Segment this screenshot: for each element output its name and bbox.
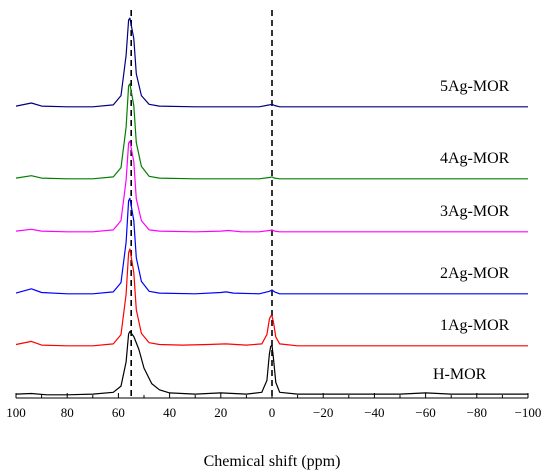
- x-tick-label: 20: [214, 405, 227, 420]
- spectra-traces: [15, 17, 528, 396]
- x-axis-tick-labels: 100 80 60 40 20 0 −20 −40 −60 −80 −100: [6, 405, 541, 420]
- series-line-1ag-mor: [15, 248, 528, 347]
- x-tick-label: −80: [467, 405, 487, 420]
- series-label-2ag-mor: 2Ag-MOR: [440, 265, 510, 282]
- x-tick-label: 80: [61, 405, 74, 420]
- series-label-h-mor: H-MOR: [433, 366, 487, 383]
- x-tick-label: 0: [269, 405, 276, 420]
- series-label-3ag-mor: 3Ag-MOR: [440, 203, 510, 220]
- series-label-1ag-mor: 1Ag-MOR: [440, 317, 510, 334]
- x-tick-label: 100: [6, 405, 26, 420]
- x-tick-label: 40: [163, 405, 176, 420]
- series-line-5ag-mor: [15, 17, 528, 108]
- series-labels: H-MOR 1Ag-MOR 2Ag-MOR 3Ag-MOR 4Ag-MOR 5Ag-MOR: [433, 78, 510, 383]
- x-tick-label: −20: [313, 405, 333, 420]
- x-tick-label: −100: [515, 405, 542, 420]
- x-axis: 100 80 60 40 20 0 −20 −40 −60 −80 −100: [6, 393, 541, 420]
- x-tick-label: −40: [364, 405, 384, 420]
- series-line-2ag-mor: [15, 197, 528, 295]
- x-axis-ticks: [15, 393, 529, 398]
- x-axis-title: Chemical shift (ppm): [204, 453, 341, 470]
- series-label-5ag-mor: 5Ag-MOR: [440, 78, 510, 95]
- series-line-3ag-mor: [15, 140, 528, 233]
- series-line-4ag-mor: [15, 83, 528, 180]
- series-label-4ag-mor: 4Ag-MOR: [440, 150, 510, 167]
- x-tick-label: 60: [112, 405, 125, 420]
- reference-lines: [130, 10, 273, 398]
- x-tick-label: −60: [415, 405, 435, 420]
